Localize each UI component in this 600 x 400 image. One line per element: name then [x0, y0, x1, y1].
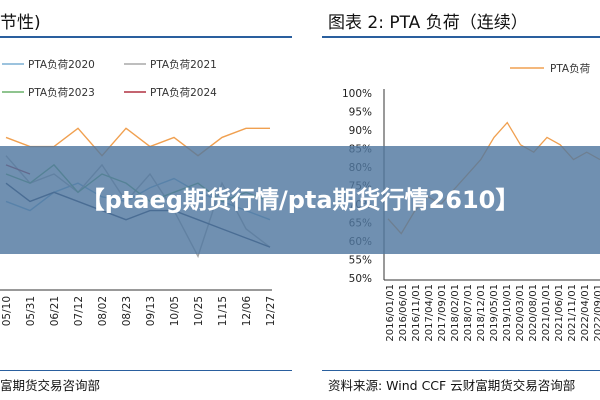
legend-label-2: PTA负荷2023 [28, 86, 95, 99]
x-tick-label: 2019/10/01 [502, 284, 513, 342]
x-tick-label: 06/21 [49, 296, 61, 326]
x-tick-label: 2021/11/01 [567, 284, 578, 342]
x-tick-label: 2022/09/01 [593, 284, 600, 342]
x-tick-label: 2017/04/01 [424, 284, 435, 342]
x-tick-label: 12/06 [241, 296, 253, 327]
right-title-rule [322, 36, 600, 38]
x-tick-label: 07/12 [73, 296, 85, 326]
x-tick-label: 2021/01/01 [541, 284, 552, 342]
x-tick-label: 08/02 [97, 296, 109, 326]
left-source-note: 富期货交易咨询部 [0, 378, 101, 393]
legend-label-0: PTA负荷2020 [28, 58, 95, 71]
right-chart-title: 图表 2: PTA 负荷（连续） [328, 13, 528, 33]
x-tick-label: 2016/11/01 [411, 284, 422, 342]
legend-label-1: PTA负荷2021 [150, 58, 217, 71]
x-tick-label: 2021/06/01 [554, 284, 565, 342]
x-tick-label: 05/10 [1, 296, 13, 326]
left-bottom-rule [0, 370, 292, 371]
y-tick-label: 95% [349, 107, 372, 119]
x-tick-label: 10/25 [193, 296, 205, 326]
y-tick-label: 100% [342, 88, 372, 100]
x-tick-label: 2016/06/01 [398, 284, 409, 342]
x-tick-label: 2019/05/01 [489, 284, 500, 342]
y-tick-label: 50% [349, 273, 372, 285]
overlay-banner[interactable]: 【ptaeg期货行情/pta期货行情2610】 [0, 146, 600, 254]
left-chart-title: 节性) [0, 13, 41, 33]
x-tick-label: 2020/08/01 [528, 284, 539, 342]
x-tick-label: 09/13 [145, 296, 157, 326]
x-tick-label: 2018/02/01 [450, 284, 461, 342]
x-tick-label: 12/27 [265, 296, 277, 326]
left-title-rule [0, 36, 292, 38]
x-tick-label: 2016/01/01 [385, 284, 396, 342]
right-source-note: 资料来源: Wind CCF 云财富期货交易咨询部 [328, 378, 576, 393]
x-tick-label: 2018/07/01 [463, 284, 474, 342]
legend-label-pta: PTA负荷 [550, 62, 590, 75]
banner-headline[interactable]: 【ptaeg期货行情/pta期货行情2610】 [80, 186, 520, 214]
x-tick-label: 2018/12/01 [476, 284, 487, 342]
x-tick-label: 10/05 [169, 296, 181, 326]
x-tick-label: 2022/04/01 [580, 284, 591, 342]
legend-label-3: PTA负荷2024 [150, 86, 217, 99]
x-tick-label: 11/15 [217, 296, 229, 326]
x-tick-label: 05/31 [25, 296, 37, 326]
y-tick-label: 90% [349, 125, 372, 137]
right-bottom-rule [322, 370, 600, 371]
x-tick-label: 2017/09/01 [437, 284, 448, 342]
y-tick-label: 55% [349, 255, 372, 267]
x-tick-label: 2020/03/01 [515, 284, 526, 342]
x-tick-label: 08/23 [121, 296, 133, 326]
